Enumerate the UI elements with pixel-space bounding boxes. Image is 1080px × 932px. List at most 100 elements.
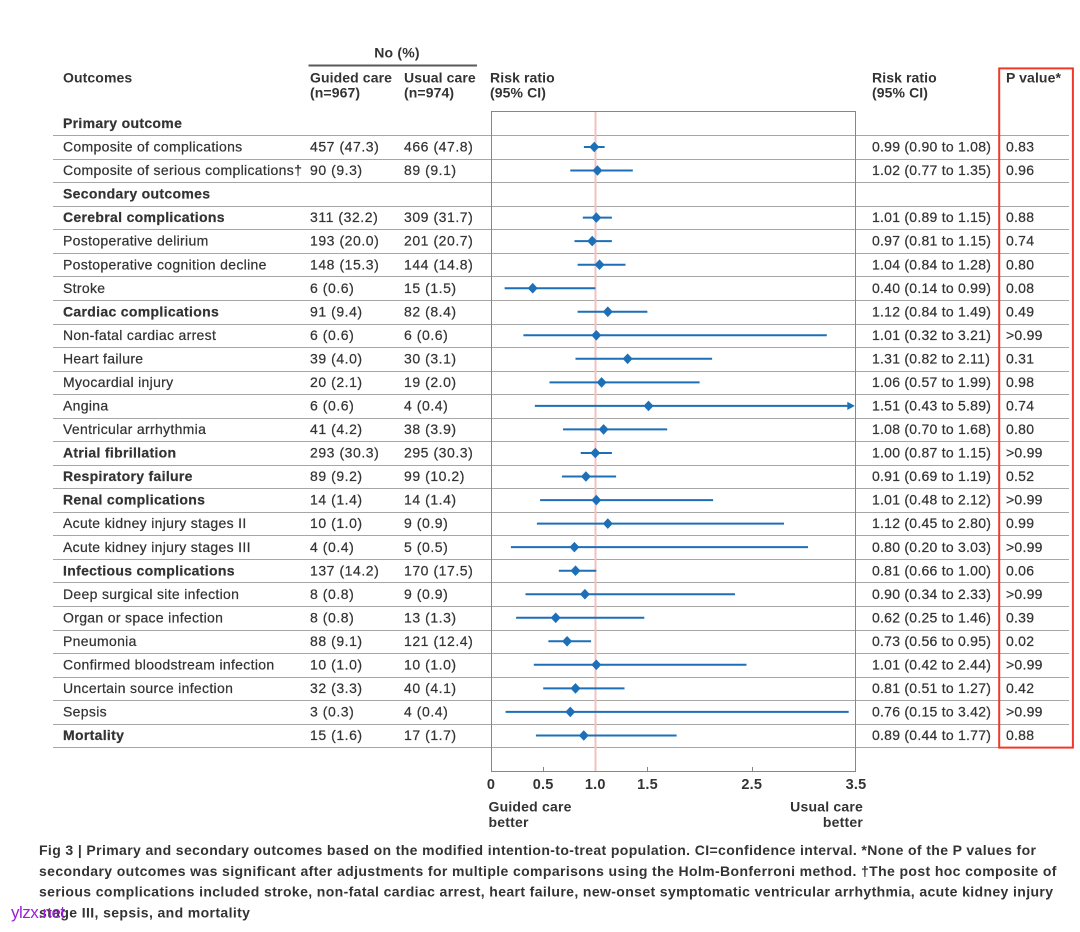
svg-text:Primary outcome: Primary outcome xyxy=(63,115,182,131)
svg-text:Postoperative cognition declin: Postoperative cognition decline xyxy=(63,256,267,272)
svg-text:0.08: 0.08 xyxy=(1006,280,1034,296)
svg-text:15 (1.6): 15 (1.6) xyxy=(310,727,363,743)
svg-text:(n=974): (n=974) xyxy=(404,85,454,101)
svg-text:0.74: 0.74 xyxy=(1006,233,1034,249)
svg-text:1.01 (0.89 to 1.15): 1.01 (0.89 to 1.15) xyxy=(872,209,991,225)
svg-text:6 (0.6): 6 (0.6) xyxy=(310,398,354,414)
svg-text:9 (0.9): 9 (0.9) xyxy=(404,586,448,602)
svg-text:0.80: 0.80 xyxy=(1006,256,1034,272)
svg-text:0.83: 0.83 xyxy=(1006,139,1034,155)
svg-text:14 (1.4): 14 (1.4) xyxy=(310,492,363,508)
svg-text:8 (0.8): 8 (0.8) xyxy=(310,609,354,625)
svg-text:0.99 (0.90 to 1.08): 0.99 (0.90 to 1.08) xyxy=(872,139,991,155)
svg-text:secondary outcomes was signifi: secondary outcomes was significant after… xyxy=(39,863,1057,879)
svg-text:0.91 (0.69 to 1.19): 0.91 (0.69 to 1.19) xyxy=(872,468,991,484)
svg-text:6 (0.6): 6 (0.6) xyxy=(310,327,354,343)
svg-text:Atrial fibrillation: Atrial fibrillation xyxy=(63,445,176,461)
svg-text:91 (9.4): 91 (9.4) xyxy=(310,303,363,319)
svg-text:88 (9.1): 88 (9.1) xyxy=(310,633,363,649)
svg-text:0.97 (0.81 to 1.15): 0.97 (0.81 to 1.15) xyxy=(872,233,991,249)
svg-text:4 (0.4): 4 (0.4) xyxy=(404,398,448,414)
svg-text:0.02: 0.02 xyxy=(1006,633,1034,649)
svg-text:1.04 (0.84 to 1.28): 1.04 (0.84 to 1.28) xyxy=(872,256,991,272)
svg-text:Guided care: Guided care xyxy=(489,799,572,815)
svg-text:0.76 (0.15 to 3.42): 0.76 (0.15 to 3.42) xyxy=(872,704,991,720)
svg-text:ylzx.net: ylzx.net xyxy=(11,903,65,922)
svg-text:38 (3.9): 38 (3.9) xyxy=(404,421,457,437)
svg-text:1.08 (0.70 to 1.68): 1.08 (0.70 to 1.68) xyxy=(872,421,991,437)
svg-text:0.96: 0.96 xyxy=(1006,162,1034,178)
svg-text:Mortality: Mortality xyxy=(63,727,124,743)
svg-text:1.06 (0.57 to 1.99): 1.06 (0.57 to 1.99) xyxy=(872,374,991,390)
svg-text:1.01 (0.42 to 2.44): 1.01 (0.42 to 2.44) xyxy=(872,656,991,672)
svg-text:0.80 (0.20 to 3.03): 0.80 (0.20 to 3.03) xyxy=(872,539,991,555)
svg-text:1.01 (0.32 to 3.21): 1.01 (0.32 to 3.21) xyxy=(872,327,991,343)
svg-text:0.31: 0.31 xyxy=(1006,350,1034,366)
svg-text:3.5: 3.5 xyxy=(846,777,867,793)
svg-text:Ventricular arrhythmia: Ventricular arrhythmia xyxy=(63,421,206,437)
svg-text:Postoperative delirium: Postoperative delirium xyxy=(63,233,209,249)
svg-text:5 (0.5): 5 (0.5) xyxy=(404,539,448,555)
svg-text:293 (30.3): 293 (30.3) xyxy=(310,445,379,461)
svg-text:41 (4.2): 41 (4.2) xyxy=(310,421,363,437)
svg-text:10 (1.0): 10 (1.0) xyxy=(310,656,363,672)
svg-text:1.31 (0.82 to 2.11): 1.31 (0.82 to 2.11) xyxy=(872,350,990,366)
svg-text:0.06: 0.06 xyxy=(1006,562,1034,578)
svg-text:0.88: 0.88 xyxy=(1006,727,1034,743)
svg-text:13 (1.3): 13 (1.3) xyxy=(404,609,457,625)
svg-text:Guided care: Guided care xyxy=(310,70,392,86)
svg-text:Cerebral complications: Cerebral complications xyxy=(63,209,225,225)
svg-text:0.5: 0.5 xyxy=(533,777,554,793)
svg-text:(95% CI): (95% CI) xyxy=(872,85,928,101)
svg-text:0.62 (0.25 to 1.46): 0.62 (0.25 to 1.46) xyxy=(872,609,991,625)
svg-text:0.89 (0.44 to 1.77): 0.89 (0.44 to 1.77) xyxy=(872,727,991,743)
svg-text:82 (8.4): 82 (8.4) xyxy=(404,303,457,319)
svg-text:>0.99: >0.99 xyxy=(1006,539,1043,555)
svg-text:201 (20.7): 201 (20.7) xyxy=(404,233,473,249)
svg-text:457 (47.3): 457 (47.3) xyxy=(310,139,379,155)
svg-text:Secondary outcomes: Secondary outcomes xyxy=(63,186,210,202)
svg-text:Uncertain source infection: Uncertain source infection xyxy=(63,680,233,696)
svg-text:17 (1.7): 17 (1.7) xyxy=(404,727,457,743)
svg-text:8 (0.8): 8 (0.8) xyxy=(310,586,354,602)
svg-text:99 (10.2): 99 (10.2) xyxy=(404,468,465,484)
svg-text:>0.99: >0.99 xyxy=(1006,327,1043,343)
svg-text:466 (47.8): 466 (47.8) xyxy=(404,139,473,155)
svg-text:2.5: 2.5 xyxy=(741,777,762,793)
svg-text:311 (32.2): 311 (32.2) xyxy=(310,209,378,225)
svg-text:20 (2.1): 20 (2.1) xyxy=(310,374,363,390)
svg-text:Composite of serious complicat: Composite of serious complications† xyxy=(63,162,302,178)
svg-text:6 (0.6): 6 (0.6) xyxy=(310,280,354,296)
svg-text:No (%): No (%) xyxy=(374,45,420,61)
svg-text:stage III, sepsis, and mortali: stage III, sepsis, and mortality xyxy=(39,904,250,920)
svg-text:0.73 (0.56 to 0.95): 0.73 (0.56 to 0.95) xyxy=(872,633,991,649)
svg-text:193 (20.0): 193 (20.0) xyxy=(310,233,379,249)
svg-text:Myocardial injury: Myocardial injury xyxy=(63,374,173,390)
svg-text:Risk ratio: Risk ratio xyxy=(872,70,937,86)
svg-text:90 (9.3): 90 (9.3) xyxy=(310,162,363,178)
svg-text:Risk ratio: Risk ratio xyxy=(490,70,555,86)
svg-text:(n=967): (n=967) xyxy=(310,85,360,101)
svg-text:0.90 (0.34 to 2.33): 0.90 (0.34 to 2.33) xyxy=(872,586,991,602)
svg-text:148 (15.3): 148 (15.3) xyxy=(310,256,379,272)
svg-text:19 (2.0): 19 (2.0) xyxy=(404,374,457,390)
svg-text:Stroke: Stroke xyxy=(63,280,105,296)
svg-text:Angina: Angina xyxy=(63,398,109,414)
svg-text:170 (17.5): 170 (17.5) xyxy=(404,562,473,578)
svg-text:>0.99: >0.99 xyxy=(1006,704,1043,720)
svg-text:1.02 (0.77 to 1.35): 1.02 (0.77 to 1.35) xyxy=(872,162,991,178)
svg-text:89 (9.1): 89 (9.1) xyxy=(404,162,457,178)
svg-text:Renal complications: Renal complications xyxy=(63,492,205,508)
svg-text:serious complications included: serious complications included stroke, n… xyxy=(39,884,1053,900)
svg-text:Fig 3 | Primary and secondary: Fig 3 | Primary and secondary outcomes b… xyxy=(39,842,1036,858)
svg-text:0.40 (0.14 to 0.99): 0.40 (0.14 to 0.99) xyxy=(872,280,991,296)
svg-text:4 (0.4): 4 (0.4) xyxy=(404,704,448,720)
svg-text:Acute kidney injury stages II: Acute kidney injury stages II xyxy=(63,515,247,531)
svg-text:Acute kidney injury stages III: Acute kidney injury stages III xyxy=(63,539,251,555)
svg-text:>0.99: >0.99 xyxy=(1006,445,1043,461)
svg-text:Respiratory failure: Respiratory failure xyxy=(63,468,193,484)
svg-text:0.81 (0.66 to 1.00): 0.81 (0.66 to 1.00) xyxy=(872,562,991,578)
svg-text:>0.99: >0.99 xyxy=(1006,492,1043,508)
svg-text:295 (30.3): 295 (30.3) xyxy=(404,445,473,461)
svg-text:39 (4.0): 39 (4.0) xyxy=(310,350,363,366)
